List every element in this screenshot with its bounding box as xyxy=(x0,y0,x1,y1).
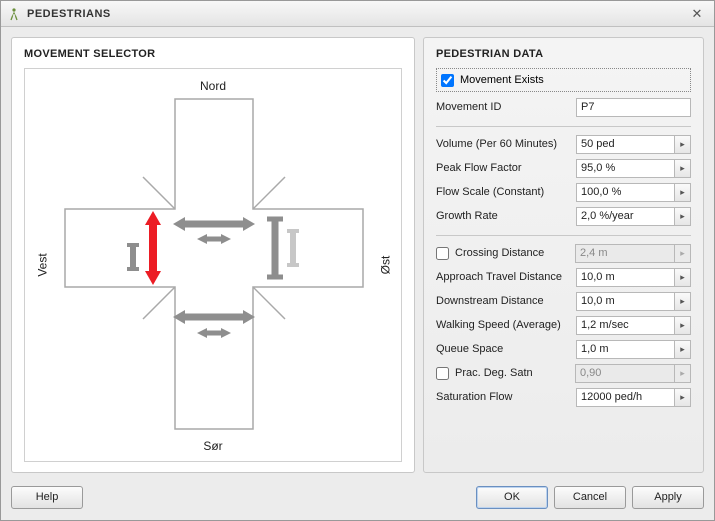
g2-spinner-4[interactable]: ▸ xyxy=(675,340,691,359)
g2-label-5: Prac. Deg. Satn xyxy=(455,367,575,379)
g2-spinner-3[interactable]: ▸ xyxy=(675,316,691,335)
g1-label-1: Peak Flow Factor xyxy=(436,162,576,174)
g1-spinner-3[interactable]: ▸ xyxy=(675,207,691,226)
g2-row-5: Prac. Deg. Satn0,90▸ xyxy=(436,362,691,384)
intersection-svg xyxy=(25,69,402,459)
g2-row-0: Crossing Distance2,4 m▸ xyxy=(436,242,691,264)
cancel-button[interactable]: Cancel xyxy=(554,486,626,509)
ok-button[interactable]: OK xyxy=(476,486,548,509)
g2-spinner-1[interactable]: ▸ xyxy=(675,268,691,287)
movement-id-field[interactable]: P7 xyxy=(576,98,691,117)
divider-2 xyxy=(436,235,691,236)
g2-row-2: Downstream Distance10,0 m▸ xyxy=(436,290,691,312)
g2-spinner-2[interactable]: ▸ xyxy=(675,292,691,311)
g2-field-2[interactable]: 10,0 m xyxy=(576,292,675,311)
movement-exists-checkbox[interactable] xyxy=(441,74,454,87)
g1-field-0[interactable]: 50 ped xyxy=(576,135,675,154)
g2-row-6: Saturation Flow12000 ped/h▸ xyxy=(436,386,691,408)
g2-spinner-6[interactable]: ▸ xyxy=(675,388,691,407)
close-icon[interactable]: ✕ xyxy=(686,5,708,23)
footer: Help OK Cancel Apply xyxy=(1,479,714,515)
g1-field-3[interactable]: 2,0 %/year xyxy=(576,207,675,226)
divider-1 xyxy=(436,126,691,127)
apply-button[interactable]: Apply xyxy=(632,486,704,509)
g1-row-0: Volume (Per 60 Minutes)50 ped▸ xyxy=(436,133,691,155)
g2-label-4: Queue Space xyxy=(436,343,576,355)
g2-row-3: Walking Speed (Average)1,2 m/sec▸ xyxy=(436,314,691,336)
g2-field-1[interactable]: 10,0 m xyxy=(576,268,675,287)
g2-field-0: 2,4 m xyxy=(575,244,675,263)
g1-label-2: Flow Scale (Constant) xyxy=(436,186,576,198)
g2-row-1: Approach Travel Distance10,0 m▸ xyxy=(436,266,691,288)
movement-selector-panel: MOVEMENT SELECTOR Nord Sør Vest Øst xyxy=(11,37,415,473)
g2-label-3: Walking Speed (Average) xyxy=(436,319,576,331)
g2-label-2: Downstream Distance xyxy=(436,295,576,307)
g2-field-5: 0,90 xyxy=(575,364,675,383)
left-panel-title: MOVEMENT SELECTOR xyxy=(24,48,402,60)
g2-field-3[interactable]: 1,2 m/sec xyxy=(576,316,675,335)
label-west: Vest xyxy=(36,253,50,276)
g1-row-2: Flow Scale (Constant)100,0 %▸ xyxy=(436,181,691,203)
g2-label-0: Crossing Distance xyxy=(455,247,575,259)
g2-label-6: Saturation Flow xyxy=(436,391,576,403)
g2-spinner-5: ▸ xyxy=(675,364,691,383)
g2-row-4: Queue Space1,0 m▸ xyxy=(436,338,691,360)
intersection-diagram[interactable]: Nord Sør Vest Øst xyxy=(24,68,402,462)
g1-spinner-0[interactable]: ▸ xyxy=(675,135,691,154)
g1-field-2[interactable]: 100,0 % xyxy=(576,183,675,202)
g2-checkbox-5[interactable] xyxy=(436,367,449,380)
movement-id-label: Movement ID xyxy=(436,101,576,113)
g2-label-1: Approach Travel Distance xyxy=(436,271,576,283)
help-button[interactable]: Help xyxy=(11,486,83,509)
g2-spinner-0: ▸ xyxy=(675,244,691,263)
movement-exists-label: Movement Exists xyxy=(460,74,544,86)
g1-spinner-1[interactable]: ▸ xyxy=(675,159,691,178)
label-north: Nord xyxy=(200,79,226,93)
g1-row-3: Growth Rate2,0 %/year▸ xyxy=(436,205,691,227)
g1-label-0: Volume (Per 60 Minutes) xyxy=(436,138,576,150)
g1-spinner-2[interactable]: ▸ xyxy=(675,183,691,202)
label-east: Øst xyxy=(379,256,393,275)
pedestrian-icon xyxy=(7,7,21,21)
label-south: Sør xyxy=(203,439,222,453)
g2-field-6[interactable]: 12000 ped/h xyxy=(576,388,675,407)
right-panel-title: PEDESTRIAN DATA xyxy=(436,48,691,60)
g2-field-4[interactable]: 1,0 m xyxy=(576,340,675,359)
titlebar: PEDESTRIANS ✕ xyxy=(1,1,714,27)
road-shape xyxy=(65,99,363,429)
g2-checkbox-0[interactable] xyxy=(436,247,449,260)
g1-field-1[interactable]: 95,0 % xyxy=(576,159,675,178)
movement-id-row: Movement ID P7 xyxy=(436,96,691,118)
g1-label-3: Growth Rate xyxy=(436,210,576,222)
movement-exists-row: Movement Exists xyxy=(436,68,691,92)
pedestrian-data-panel: PEDESTRIAN DATA Movement Exists Movement… xyxy=(423,37,704,473)
window-title: PEDESTRIANS xyxy=(27,8,111,20)
g1-row-1: Peak Flow Factor95,0 %▸ xyxy=(436,157,691,179)
